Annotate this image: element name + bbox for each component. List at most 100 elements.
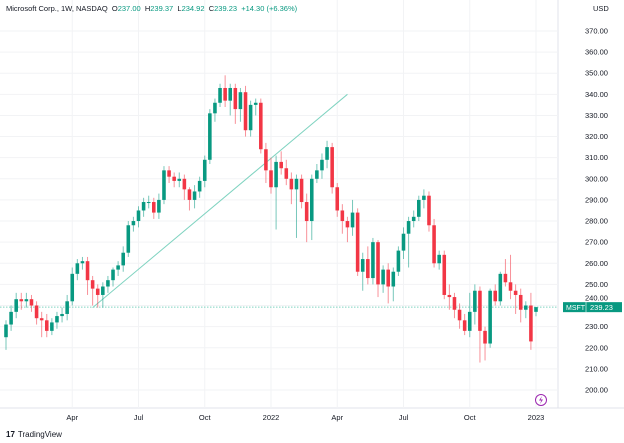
candle-body: [65, 301, 69, 314]
candle: [534, 306, 538, 317]
candle-body: [462, 320, 467, 331]
candle-body: [442, 254, 447, 295]
candle-body: [187, 189, 192, 200]
candle: [95, 284, 100, 308]
x-tick-label: Oct: [464, 413, 477, 422]
candle: [371, 237, 375, 285]
candle-body: [325, 147, 329, 160]
high-label: H: [144, 4, 151, 13]
candle: [44, 313, 49, 338]
candle-body: [202, 159, 207, 181]
candle: [116, 261, 120, 276]
y-tick-label: 250.00: [585, 280, 608, 289]
tradingview-branding[interactable]: 17 TradingView: [6, 430, 62, 439]
candle-body: [259, 102, 263, 150]
y-tick-label: 370.00: [585, 26, 608, 35]
price-tag-bg: [563, 302, 622, 313]
candle: [197, 176, 202, 198]
candle-body: [350, 212, 355, 228]
candle-body: [167, 170, 171, 177]
symbol-title: Microsoft Corp., 1W, NASDAQ: [6, 4, 108, 13]
candle-body: [218, 87, 222, 103]
candle-body: [437, 254, 441, 264]
candle-body: [452, 297, 457, 310]
price-tag: MSFT 239.23: [563, 302, 622, 313]
candle: [350, 199, 355, 236]
candle: [309, 174, 314, 241]
x-tick-label: Apr: [66, 413, 78, 422]
x-tick-label: Apr: [331, 413, 343, 422]
close-value: 239.23: [214, 4, 238, 13]
candle-body: [116, 265, 120, 270]
candle: [223, 75, 227, 107]
candle-body: [50, 322, 54, 331]
candle-body: [340, 210, 345, 222]
candle: [177, 172, 182, 188]
candle: [90, 275, 95, 306]
candle: [167, 166, 171, 184]
candle-body: [467, 311, 472, 331]
candle: [65, 294, 69, 321]
candle: [340, 204, 345, 234]
candle-body: [172, 176, 176, 181]
candle-body: [44, 320, 49, 331]
candle: [401, 227, 406, 260]
y-tick-label: 300.00: [585, 174, 608, 183]
candle-body: [447, 294, 452, 298]
low-value: 234.92: [181, 4, 205, 13]
open-value: 237.00: [117, 4, 141, 13]
candle-body: [131, 221, 136, 226]
candle: [432, 218, 436, 268]
candle-body: [264, 149, 268, 171]
candle: [294, 174, 299, 238]
candle-body: [330, 147, 334, 188]
candle-body: [146, 202, 151, 204]
candle: [518, 288, 523, 323]
price-tag-value: 239.23: [590, 303, 613, 312]
candle: [524, 301, 528, 319]
candle: [360, 252, 365, 291]
candle: [508, 254, 513, 300]
y-tick-label: 210.00: [585, 364, 608, 373]
candle: [488, 288, 492, 348]
candle: [274, 155, 278, 230]
candle-body: [248, 104, 253, 131]
candle-body: [457, 309, 462, 321]
candle: [320, 153, 324, 179]
candle-body: [152, 202, 156, 213]
candle: [279, 151, 283, 175]
candle: [366, 246, 370, 285]
candle: [330, 142, 334, 194]
candle: [106, 275, 110, 293]
candle: [101, 282, 105, 308]
currency-label: USD: [593, 4, 609, 13]
candle-body: [503, 273, 508, 283]
lightning-bolt: [539, 396, 543, 404]
candle: [80, 256, 85, 270]
candle: [355, 208, 360, 276]
candle-body: [391, 271, 396, 287]
y-tick-label: 340.00: [585, 90, 608, 99]
candle: [70, 267, 75, 306]
candle-body: [157, 199, 161, 213]
lightning-event-icon[interactable]: [535, 394, 547, 406]
y-tick-label: 270.00: [585, 238, 608, 247]
candle: [202, 155, 207, 188]
y-tick-label: 200.00: [585, 386, 608, 395]
y-tick-label: 310.00: [585, 153, 608, 162]
candle: [9, 305, 13, 331]
candle-body: [279, 161, 283, 169]
candle-body: [534, 307, 538, 312]
candle-body: [498, 273, 503, 302]
candle: [126, 221, 131, 257]
symbol-legend: Microsoft Corp., 1W, NASDAQ O237.00 H239…: [6, 4, 297, 13]
candle-body: [417, 199, 421, 217]
y-tick-label: 330.00: [585, 111, 608, 120]
trendline: [92, 93, 348, 309]
y-tick-label: 260.00: [585, 259, 608, 268]
candle: [529, 292, 533, 350]
candle: [284, 159, 289, 186]
candle: [391, 267, 396, 302]
candle-body: [432, 225, 436, 264]
